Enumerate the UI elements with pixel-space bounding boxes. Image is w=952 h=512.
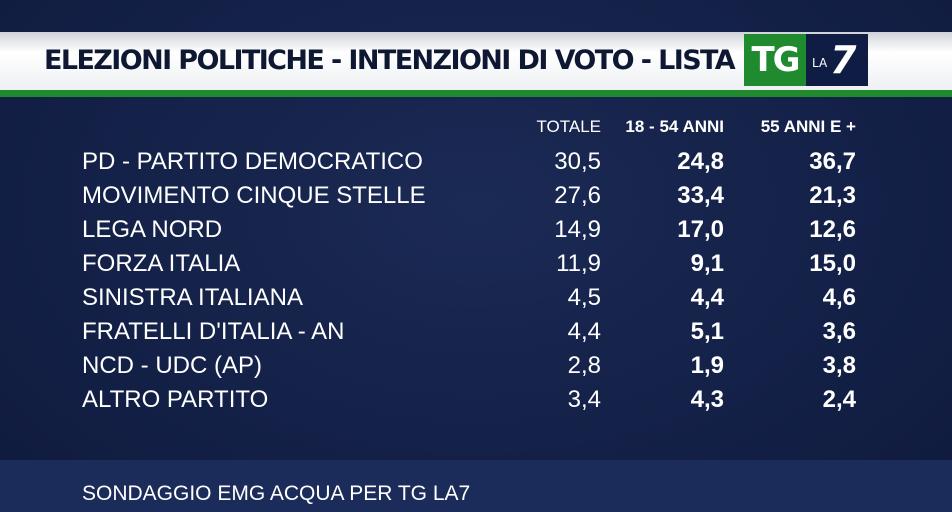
- table-row: ALTRO PARTITO 3,4 4,3 2,4: [0, 384, 952, 418]
- logo-tg: TG: [744, 34, 806, 86]
- value-55-plus: 21,3: [809, 182, 856, 209]
- party-name: MOVIMENTO CINQUE STELLE: [82, 182, 426, 209]
- tg-la7-logo: TG LA 7: [744, 34, 868, 86]
- value-18-54: 5,1: [690, 318, 724, 345]
- value-totale: 3,4: [567, 386, 601, 413]
- table-row: FORZA ITALIA 11,9 9,1 15,0: [0, 248, 952, 282]
- source-note: SONDAGGIO EMG ACQUA PER TG LA7: [82, 482, 471, 505]
- value-55-plus: 12,6: [809, 216, 856, 243]
- value-18-54: 4,4: [690, 284, 724, 311]
- party-name: PD - PARTITO DEMOCRATICO: [82, 148, 423, 175]
- value-18-54: 17,0: [677, 216, 724, 243]
- results-table: PD - PARTITO DEMOCRATICO 30,5 24,8 36,7 MOVI…: [0, 146, 952, 418]
- value-totale: 4,4: [567, 318, 601, 345]
- party-name: NCD - UDC (AP): [82, 352, 262, 379]
- value-totale: 30,5: [554, 148, 601, 175]
- table-row: MOVIMENTO CINQUE STELLE 27,6 33,4 21,3: [0, 180, 952, 214]
- party-name: FORZA ITALIA: [82, 250, 241, 277]
- value-55-plus: 15,0: [809, 250, 856, 277]
- value-55-plus: 3,6: [822, 318, 856, 345]
- value-55-plus: 3,8: [822, 352, 856, 379]
- table-row: SINISTRA ITALIANA 4,5 4,4 4,6: [0, 282, 952, 316]
- party-name: FRATELLI D'ITALIA - AN: [82, 318, 345, 345]
- logo-la7: LA 7: [806, 34, 868, 86]
- value-totale: 27,6: [554, 182, 601, 209]
- logo-la: LA: [812, 56, 828, 70]
- value-55-plus: 4,6: [822, 284, 856, 311]
- value-55-plus: 2,4: [822, 386, 856, 413]
- footer-band: [0, 460, 952, 512]
- value-totale: 4,5: [567, 284, 601, 311]
- value-18-54: 1,9: [690, 352, 724, 379]
- column-header-totale: TOTALE: [536, 117, 601, 136]
- value-totale: 11,9: [556, 250, 601, 277]
- page-title: ELEZIONI POLITICHE - INTENZIONI DI VOTO …: [44, 45, 764, 76]
- table-row: FRATELLI D'ITALIA - AN 4,4 5,1 3,6: [0, 316, 952, 350]
- table-row: PD - PARTITO DEMOCRATICO 30,5 24,8 36,7: [0, 146, 952, 180]
- value-18-54: 4,3: [690, 386, 724, 413]
- party-name: SINISTRA ITALIANA: [82, 284, 303, 311]
- value-18-54: 24,8: [677, 148, 724, 175]
- value-18-54: 33,4: [677, 182, 724, 209]
- value-totale: 14,9: [554, 216, 601, 243]
- value-55-plus: 36,7: [809, 148, 856, 175]
- logo-seven: 7: [830, 38, 857, 82]
- party-name: ALTRO PARTITO: [82, 386, 269, 413]
- table-row: LEGA NORD 14,9 17,0 12,6: [0, 214, 952, 248]
- party-name: LEGA NORD: [82, 216, 223, 243]
- table-row: NCD - UDC (AP) 2,8 1,9 3,8: [0, 350, 952, 384]
- value-18-54: 9,1: [690, 250, 724, 277]
- accent-divider: [0, 90, 952, 97]
- column-header-18-54: 18 - 54 ANNI: [625, 117, 724, 136]
- value-totale: 2,8: [567, 352, 601, 379]
- column-header-55-plus: 55 ANNI E +: [760, 117, 856, 136]
